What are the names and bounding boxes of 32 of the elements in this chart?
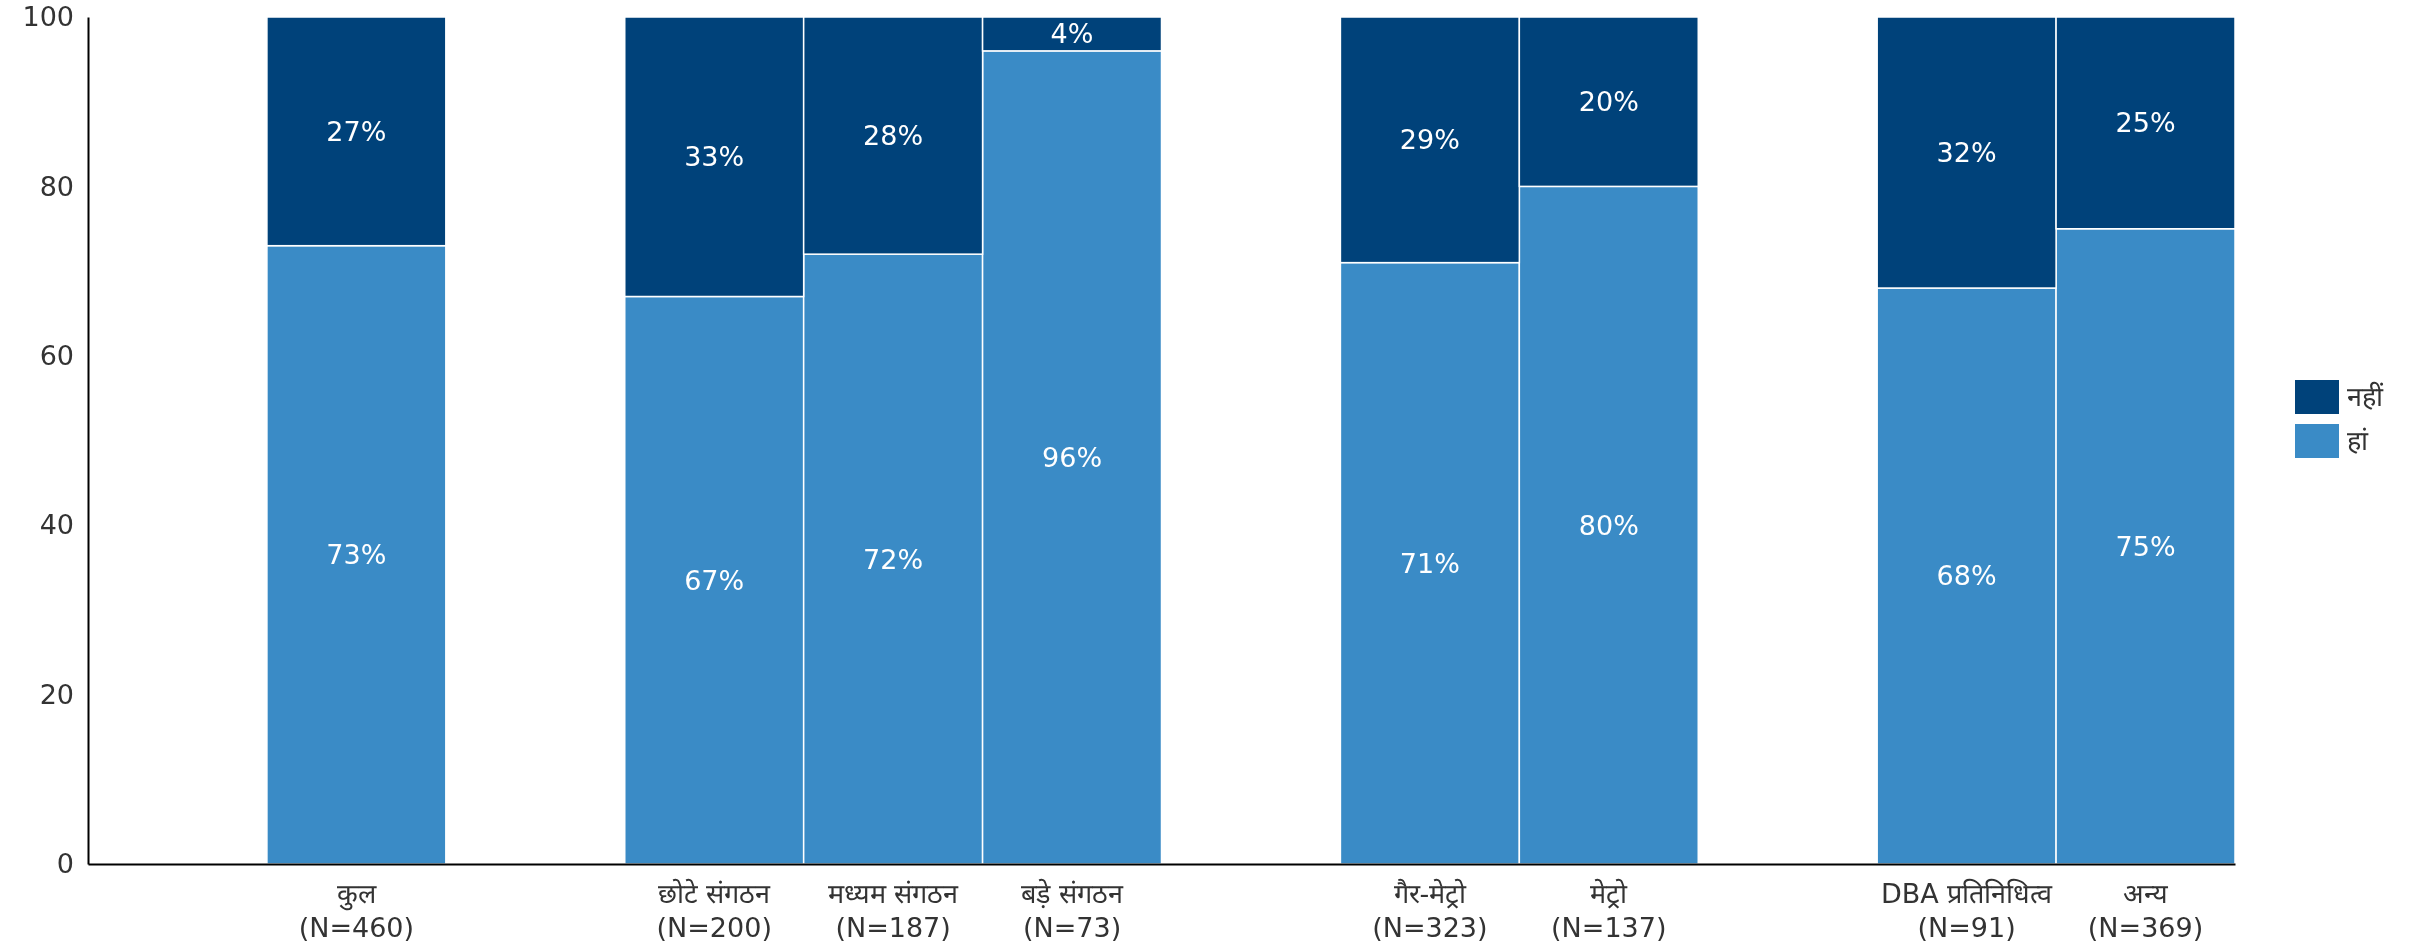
x-tick-label: कुल (N=460) [298, 878, 415, 944]
x-tick-label: अन्य (N=369) [2087, 878, 2204, 944]
data-label: 71% [1399, 547, 1460, 579]
x-tick-label: बड़े संगठन (N=73) [1021, 878, 1124, 944]
data-label: 80% [1578, 509, 1639, 541]
data-label: 68% [1936, 560, 1997, 592]
data-label: 96% [1042, 441, 1103, 473]
data-label: 20% [1578, 86, 1639, 118]
text: हां [2347, 425, 2369, 457]
y-tick-label: 20 [39, 678, 74, 710]
data-label: 75% [2115, 530, 2176, 562]
data-label: 73% [326, 539, 387, 571]
data-label: 33% [684, 141, 745, 173]
data-label: 67% [684, 564, 745, 596]
data-label: 72% [863, 543, 924, 575]
y-tick-label: 40 [39, 509, 74, 541]
x-tick-label: मध्यम संगठन (N=187) [827, 878, 960, 944]
data-label: 25% [2115, 107, 2176, 139]
y-tick-label: 100 [22, 1, 74, 33]
data-label: 27% [326, 115, 387, 147]
y-tick-label: 80 [39, 170, 74, 202]
y-tick-label: 0 [56, 848, 74, 880]
data-label: 29% [1399, 124, 1460, 156]
x-tick-label: छोटे संगठन (N=200) [656, 878, 772, 944]
legend-label: नहीं [2347, 381, 2384, 413]
y-tick-label: 60 [39, 339, 74, 371]
x-tick-label: मेट्रो (N=137) [1551, 878, 1667, 944]
x-tick-label: DBA प्रतिनिधित्व (N=91) [1880, 878, 2054, 944]
x-tick-label: गैर-मेट्रो (N=323) [1372, 878, 1488, 944]
data-label: 32% [1936, 136, 1997, 168]
data-label: 28% [863, 120, 924, 152]
data-label: 4% [1050, 18, 1094, 50]
